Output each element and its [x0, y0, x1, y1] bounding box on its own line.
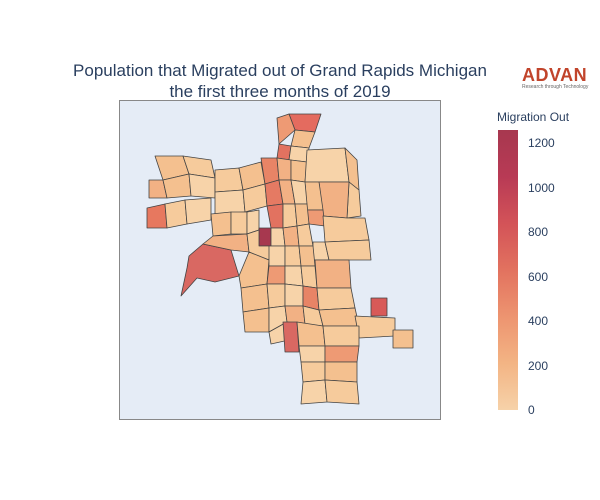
tract[interactable]	[284, 245, 302, 267]
tract[interactable]	[282, 225, 300, 247]
colorbar-tick: 0	[528, 403, 535, 417]
colorbar-tick: 800	[528, 225, 549, 239]
colorbar-tick: 600	[528, 270, 549, 284]
colorbar-tick: 1200	[528, 136, 555, 150]
tract[interactable]	[240, 283, 270, 313]
tract[interactable]	[324, 379, 360, 405]
tract[interactable]	[354, 315, 396, 339]
tract[interactable]	[284, 283, 304, 307]
choropleth-map[interactable]	[119, 100, 441, 420]
colorbar-tick: 1000	[528, 181, 555, 195]
chart-title: Population that Migrated out of Grand Ra…	[0, 60, 560, 102]
tract[interactable]	[284, 265, 304, 287]
census-tracts[interactable]	[146, 113, 414, 405]
tract[interactable]	[164, 199, 188, 229]
tract[interactable]	[276, 143, 292, 161]
tract[interactable]	[214, 167, 244, 193]
tract[interactable]	[298, 345, 326, 363]
tract[interactable]	[324, 345, 360, 363]
tract[interactable]	[282, 321, 300, 353]
logo-word: ADVAN	[522, 65, 588, 85]
tract[interactable]	[296, 321, 326, 347]
tract[interactable]	[242, 307, 270, 333]
tract[interactable]	[300, 361, 326, 383]
tract[interactable]	[202, 233, 250, 253]
tract[interactable]	[258, 227, 272, 247]
title-line-1: Population that Migrated out of Grand Ra…	[73, 61, 487, 80]
tract[interactable]	[266, 283, 286, 309]
tract[interactable]	[314, 259, 352, 289]
tract[interactable]	[306, 209, 326, 227]
tract[interactable]	[324, 361, 358, 383]
tract[interactable]	[284, 305, 306, 325]
logo-tagline: Research through Technology	[522, 84, 589, 90]
tract[interactable]	[298, 245, 316, 267]
tract[interactable]	[300, 265, 318, 289]
tract[interactable]	[294, 203, 310, 227]
tract[interactable]	[268, 245, 286, 267]
colorbar	[498, 130, 518, 410]
tract[interactable]	[230, 211, 248, 235]
colorbar-tick: 200	[528, 359, 549, 373]
tract[interactable]	[316, 287, 356, 311]
tract[interactable]	[266, 265, 286, 285]
tract[interactable]	[276, 157, 292, 181]
tract[interactable]	[290, 159, 308, 183]
advan-logo: ADVAN Research through Technology	[522, 66, 596, 91]
tract[interactable]	[282, 203, 298, 229]
tract[interactable]	[210, 211, 232, 237]
tract[interactable]	[304, 147, 350, 183]
tract[interactable]	[188, 173, 216, 199]
tract[interactable]	[324, 239, 372, 261]
tract[interactable]	[184, 197, 212, 225]
tract[interactable]	[214, 189, 246, 215]
title-line-2: the first three months of 2019	[169, 82, 391, 101]
tract[interactable]	[322, 325, 360, 347]
tract[interactable]	[146, 203, 168, 229]
tract[interactable]	[318, 307, 360, 327]
tract[interactable]	[392, 329, 414, 349]
tract[interactable]	[322, 215, 370, 243]
colorbar-title: Migration Out	[497, 110, 570, 124]
colorbar-tick: 400	[528, 314, 549, 328]
tract[interactable]	[300, 379, 328, 405]
tract[interactable]	[370, 297, 388, 317]
